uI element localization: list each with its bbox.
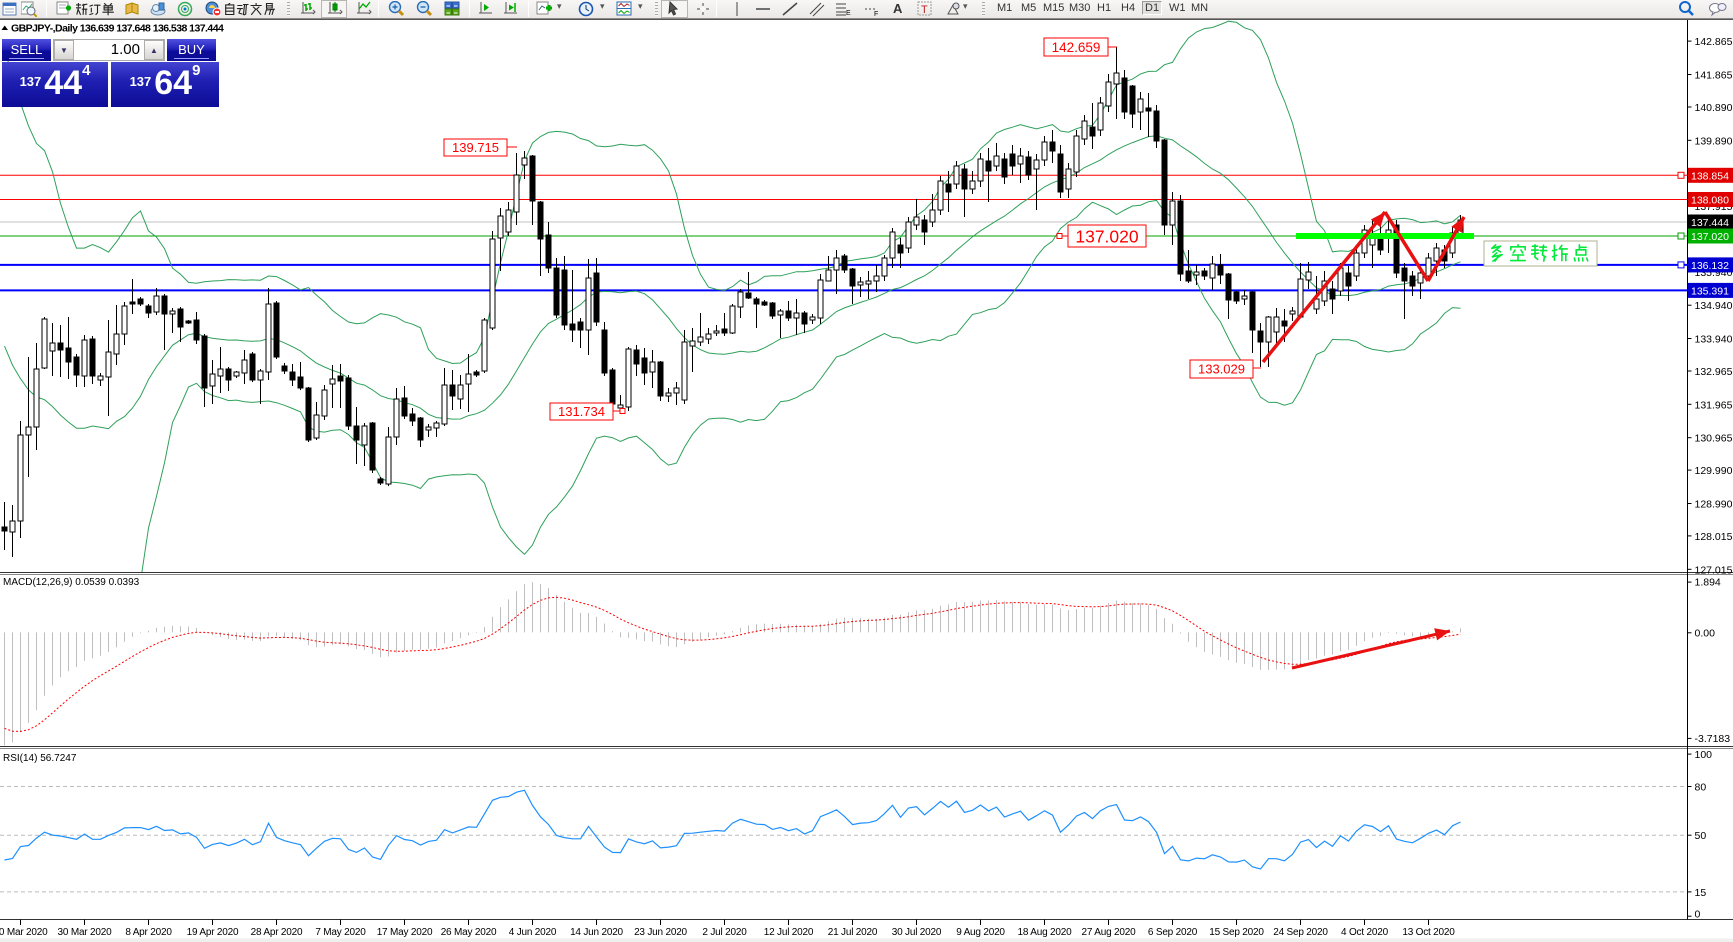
svg-text:141.865: 141.865 bbox=[1695, 70, 1733, 82]
svg-text:133.029: 133.029 bbox=[1198, 362, 1245, 377]
svg-text:80: 80 bbox=[1695, 782, 1707, 794]
svg-text:24 Sep 2020: 24 Sep 2020 bbox=[1273, 927, 1328, 938]
svg-text:2 Jul 2020: 2 Jul 2020 bbox=[702, 927, 747, 938]
svg-text:28 Apr 2020: 28 Apr 2020 bbox=[251, 927, 303, 938]
svg-text:134.940: 134.940 bbox=[1695, 300, 1733, 312]
svg-text:GBPJPY-,Daily 136.639 137.648: GBPJPY-,Daily 136.639 137.648 136.538 13… bbox=[11, 23, 224, 35]
svg-text:21 Jul 2020: 21 Jul 2020 bbox=[828, 927, 878, 938]
svg-text:50: 50 bbox=[1695, 830, 1707, 842]
svg-text:128.990: 128.990 bbox=[1695, 499, 1733, 511]
svg-text:133.940: 133.940 bbox=[1695, 334, 1733, 346]
svg-text:137.020: 137.020 bbox=[1691, 231, 1729, 243]
svg-text:14 Jun 2020: 14 Jun 2020 bbox=[570, 927, 623, 938]
svg-text:RSI(14) 56.7247: RSI(14) 56.7247 bbox=[3, 753, 77, 764]
svg-text:138.080: 138.080 bbox=[1691, 195, 1729, 207]
svg-text:128.015: 128.015 bbox=[1695, 531, 1733, 543]
svg-text:27 Aug 2020: 27 Aug 2020 bbox=[1082, 927, 1137, 938]
svg-text:127.015: 127.015 bbox=[1695, 564, 1733, 576]
svg-text:100: 100 bbox=[1695, 749, 1713, 761]
svg-text:139.890: 139.890 bbox=[1695, 135, 1733, 147]
svg-text:139.715: 139.715 bbox=[452, 140, 499, 155]
svg-text:4 Oct 2020: 4 Oct 2020 bbox=[1341, 927, 1389, 938]
svg-text:135.391: 135.391 bbox=[1691, 285, 1729, 297]
svg-text:F: F bbox=[874, 11, 878, 17]
svg-text:17 May 2020: 17 May 2020 bbox=[377, 927, 433, 938]
svg-text:136.132: 136.132 bbox=[1691, 260, 1729, 272]
svg-text:15: 15 bbox=[1695, 887, 1707, 899]
svg-text:130.965: 130.965 bbox=[1695, 433, 1733, 445]
svg-text:30 Jul 2020: 30 Jul 2020 bbox=[892, 927, 942, 938]
svg-text:18 Aug 2020: 18 Aug 2020 bbox=[1018, 927, 1073, 938]
svg-text:142.659: 142.659 bbox=[1052, 40, 1101, 55]
svg-text:6 Sep 2020: 6 Sep 2020 bbox=[1148, 927, 1198, 938]
svg-text:26 May 2020: 26 May 2020 bbox=[441, 927, 497, 938]
svg-text:12 Jul 2020: 12 Jul 2020 bbox=[764, 927, 814, 938]
svg-text:-3.7183: -3.7183 bbox=[1695, 733, 1731, 745]
svg-text:4 Jun 2020: 4 Jun 2020 bbox=[509, 927, 557, 938]
svg-text:132.965: 132.965 bbox=[1695, 366, 1733, 378]
svg-text:13 Oct 2020: 13 Oct 2020 bbox=[1402, 927, 1455, 938]
svg-text:0: 0 bbox=[1695, 909, 1701, 921]
svg-text:23 Jun 2020: 23 Jun 2020 bbox=[634, 927, 687, 938]
svg-text:9 Aug 2020: 9 Aug 2020 bbox=[956, 927, 1005, 938]
svg-text:0.00: 0.00 bbox=[1695, 627, 1716, 639]
svg-text:T: T bbox=[921, 4, 928, 16]
svg-text:19 Apr 2020: 19 Apr 2020 bbox=[187, 927, 239, 938]
svg-text:7 May 2020: 7 May 2020 bbox=[315, 927, 366, 938]
svg-text:129.990: 129.990 bbox=[1695, 465, 1733, 477]
svg-text:MACD(12,26,9) 0.0539 0.0393: MACD(12,26,9) 0.0539 0.0393 bbox=[3, 577, 140, 588]
svg-text:140.890: 140.890 bbox=[1695, 102, 1733, 114]
svg-text:131.734: 131.734 bbox=[558, 404, 605, 419]
svg-text:30 Mar 2020: 30 Mar 2020 bbox=[58, 927, 113, 938]
svg-text:137.444: 137.444 bbox=[1691, 217, 1729, 229]
svg-text:E: E bbox=[846, 10, 851, 17]
svg-text:138.854: 138.854 bbox=[1691, 170, 1729, 182]
svg-text:8 Apr 2020: 8 Apr 2020 bbox=[125, 927, 172, 938]
svg-text:20 Mar 2020: 20 Mar 2020 bbox=[0, 927, 48, 938]
svg-text:1.894: 1.894 bbox=[1695, 577, 1721, 589]
svg-text:142.865: 142.865 bbox=[1695, 36, 1733, 48]
svg-text:137.020: 137.020 bbox=[1075, 226, 1139, 246]
svg-text:15 Sep 2020: 15 Sep 2020 bbox=[1209, 927, 1264, 938]
svg-text:131.965: 131.965 bbox=[1695, 399, 1733, 411]
